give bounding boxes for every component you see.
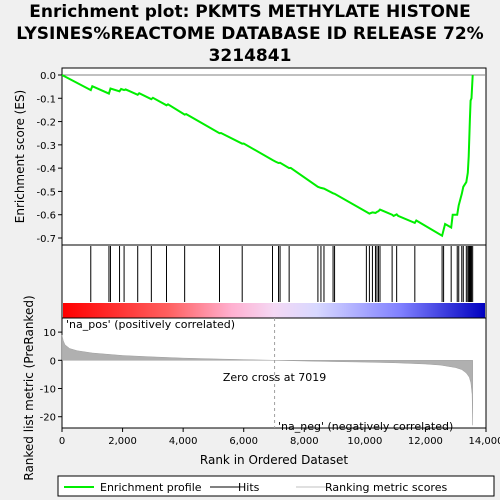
es-ytick-label: -0.4: [36, 164, 56, 175]
xtick-label: 6,000: [229, 436, 258, 447]
metric-ytick-label: -20: [40, 413, 56, 424]
xtick-label: 14,000: [469, 436, 500, 447]
es-ylabel: Enrichment score (ES): [13, 90, 27, 223]
es-ytick-label: -0.5: [36, 187, 56, 198]
legend-label: Enrichment profile: [100, 481, 202, 494]
pos-label: 'na_pos' (positively correlated): [66, 318, 235, 331]
metric-ylabel: Ranked list metric (PreRanked): [22, 295, 36, 480]
es-ytick-label: -0.1: [36, 94, 56, 105]
legend-label: Hits: [238, 481, 260, 494]
xtick-label: 4,000: [169, 436, 198, 447]
xtick-label: 0: [59, 436, 65, 447]
es-panel: 0.0 -0.1 -0.2 -0.3 -0.4 -0.5 -0.6 -0.7 Enrichmen…: [13, 68, 486, 245]
xtick-label: 2,000: [108, 436, 137, 447]
xtick-label: 12,000: [408, 436, 443, 447]
es-plot-area: [62, 68, 486, 245]
x-axis-label: Rank in Ordered Dataset: [200, 453, 348, 467]
es-ytick-label: -0.3: [36, 141, 56, 152]
rank-color-bar: [63, 303, 485, 318]
es-ytick-label: -0.7: [36, 234, 56, 245]
legend: Enrichment profile Hits Ranking metric sco…: [58, 476, 494, 496]
es-ytick-label: -0.6: [36, 211, 56, 222]
x-axis: 0 2,000 4,000 6,000 8,000 10,000 12,000 14,000 R…: [59, 428, 500, 467]
xtick-label: 8,000: [290, 436, 319, 447]
hits-panel: [62, 245, 486, 318]
legend-label: Ranking metric scores: [325, 481, 447, 494]
metric-ytick-label: -10: [40, 385, 56, 396]
metric-ytick-label: 0: [50, 356, 56, 367]
zero-cross-label: Zero cross at 7019: [223, 371, 326, 384]
xtick-label: 10,000: [347, 436, 382, 447]
es-ytick-label: 0.0: [40, 71, 56, 82]
es-ytick-label: -0.2: [36, 118, 56, 129]
metric-ytick-label: 10: [43, 328, 56, 339]
